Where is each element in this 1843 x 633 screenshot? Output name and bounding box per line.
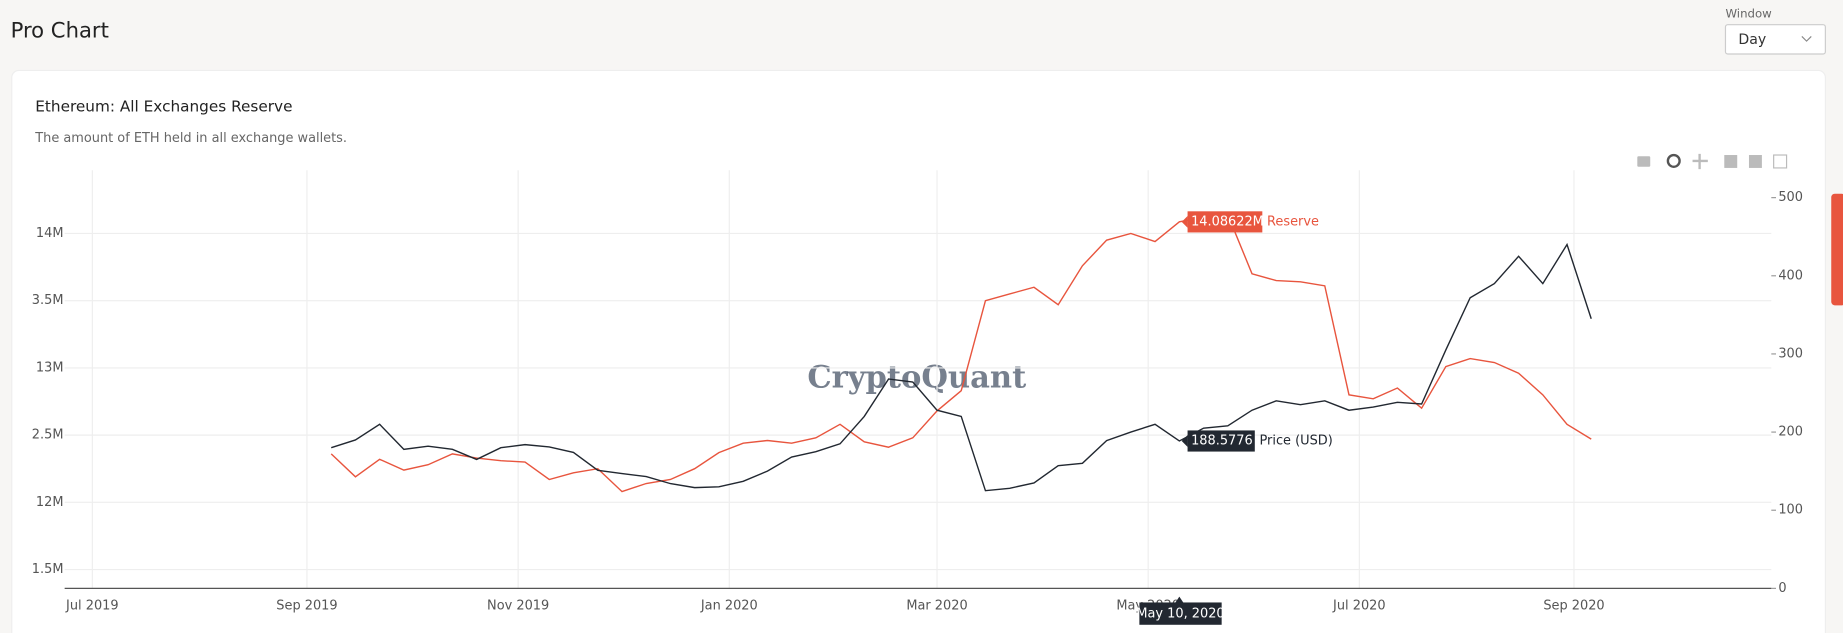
x-tick-label: Jul 2019 bbox=[65, 598, 119, 613]
hover-value: 188.5776 bbox=[1191, 434, 1253, 449]
hover-pointer bbox=[1181, 216, 1188, 228]
x-tick-label: Jul 2020 bbox=[1332, 598, 1386, 613]
hover-value: 14.08622M bbox=[1191, 214, 1264, 229]
tooltip-box bbox=[1139, 602, 1222, 625]
series-line bbox=[330, 213, 1592, 493]
window-label: Window bbox=[1725, 7, 1772, 21]
y-tick-label: 3.5M bbox=[32, 293, 64, 308]
plot: Jul 2019 Sep 2019 Nov 2019 Jan 2020 Mar 2020… bbox=[32, 170, 1803, 625]
y2-tick-label: 0 bbox=[1778, 581, 1786, 596]
hover-pointer bbox=[1181, 435, 1188, 447]
hover-box bbox=[1187, 211, 1263, 233]
x-tick-label: Jan 2020 bbox=[700, 598, 758, 613]
zoom-out-icon[interactable] bbox=[1748, 155, 1762, 168]
tooltip-date: May 10, 2020 bbox=[1136, 607, 1224, 622]
toolbar bbox=[1637, 153, 1788, 170]
side-tab[interactable] bbox=[1831, 193, 1843, 306]
y-tick-label: 2.5M bbox=[32, 428, 64, 443]
y2-tick-label: 500 bbox=[1778, 190, 1803, 205]
y-tick-label: 14M bbox=[36, 226, 64, 241]
y-tick-label: 12M bbox=[36, 495, 64, 510]
hover-box bbox=[1187, 430, 1255, 452]
zoom-icon[interactable] bbox=[1666, 153, 1681, 168]
y2-tick-label: 200 bbox=[1778, 425, 1803, 440]
x-tick-label: Nov 2019 bbox=[487, 598, 549, 613]
window-value[interactable]: Day bbox=[1738, 32, 1766, 48]
series-line bbox=[331, 242, 1592, 492]
hover-series-name: Reserve bbox=[1267, 214, 1319, 229]
y2-tick-label: 100 bbox=[1778, 503, 1803, 518]
zoom-in-icon[interactable] bbox=[1724, 155, 1738, 168]
pan-icon[interactable] bbox=[1692, 153, 1708, 170]
page-title: Pro Chart bbox=[11, 18, 109, 43]
window-select[interactable] bbox=[1724, 24, 1826, 55]
hover-series-name: Price (USD) bbox=[1259, 434, 1332, 449]
y2-tick-label: 300 bbox=[1778, 346, 1803, 361]
chart-subtitle: The amount of ETH held in all exchange w… bbox=[34, 131, 347, 146]
x-tick-label: Mar 2020 bbox=[906, 598, 967, 613]
watermark: CryptoQuant bbox=[807, 359, 1026, 395]
x-tick-label: Sep 2020 bbox=[1543, 598, 1604, 613]
y-tick-label: 13M bbox=[36, 360, 64, 375]
select-arrow bbox=[1801, 35, 1812, 42]
tooltip-pointer bbox=[1174, 596, 1185, 604]
y2-tick-label: 400 bbox=[1778, 268, 1803, 283]
x-tick-label: Sep 2019 bbox=[276, 598, 337, 613]
reset-icon[interactable] bbox=[1773, 154, 1788, 169]
camera-icon[interactable] bbox=[1637, 156, 1651, 167]
card bbox=[11, 69, 1826, 633]
chart-title: Ethereum: All Exchanges Reserve bbox=[35, 97, 292, 115]
y-tick-label: 1.5M bbox=[32, 562, 64, 577]
